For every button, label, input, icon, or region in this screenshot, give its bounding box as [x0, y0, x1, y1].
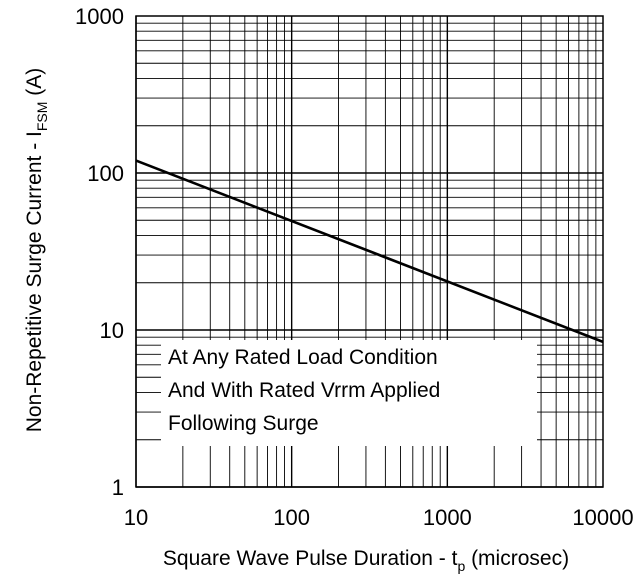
annotation-line-3: Following Surge	[168, 412, 319, 435]
y-tick-label: 1000	[75, 4, 124, 29]
y-tick-labels: 1 10 100 1000	[75, 4, 124, 500]
annotation-background	[161, 340, 537, 446]
x-tick-label: 10000	[572, 505, 633, 530]
x-axis-label-unit: (microsec)	[465, 547, 569, 570]
plot-frame	[135, 15, 604, 488]
y-tick-label: 1	[112, 475, 124, 500]
y-axis-label-subscript: FSM	[34, 102, 50, 132]
surge-current-line	[135, 159, 604, 344]
x-tick-label: 100	[273, 505, 310, 530]
x-tick-label: 1000	[423, 505, 472, 530]
y-tick-label: 10	[100, 318, 124, 343]
annotation: At Any Rated Load Condition And With Rat…	[168, 346, 440, 435]
annotation-line-1: At Any Rated Load Condition	[168, 346, 438, 369]
y-axis-label-unit: (A)	[23, 68, 46, 102]
y-axis-label: Non-Repetitive Surge Current - IFSM (A)	[23, 68, 50, 433]
x-tick-label: 10	[124, 505, 148, 530]
annotation-line-2: And With Rated Vrrm Applied	[168, 379, 440, 402]
x-tick-labels: 10 100 1000 10000	[124, 505, 634, 530]
series-layer	[135, 159, 604, 344]
x-axis-label: Square Wave Pulse Duration - tp (microse…	[163, 547, 569, 574]
y-tick-label: 100	[87, 161, 124, 186]
x-axis-label-subscript: p	[457, 558, 465, 574]
